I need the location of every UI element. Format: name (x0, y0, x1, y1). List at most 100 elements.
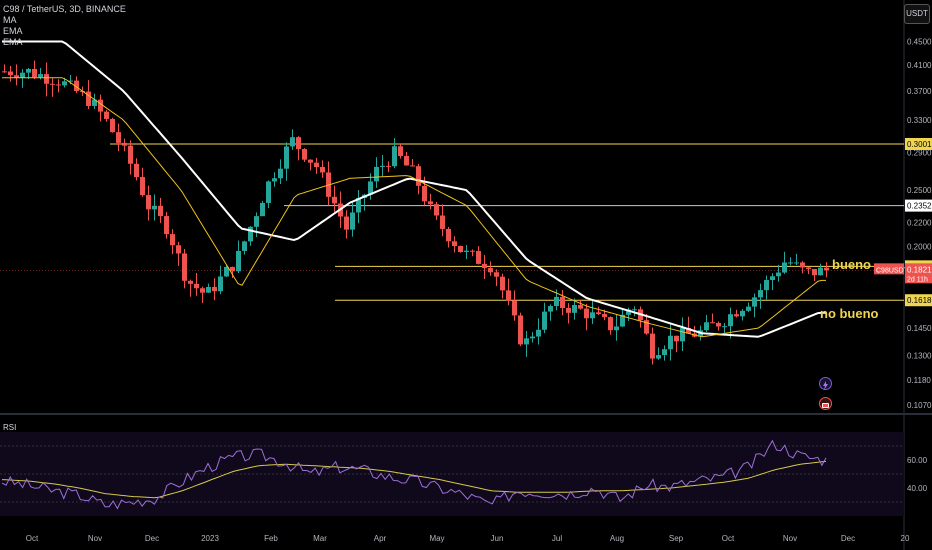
annotation-no-bueno: no bueno (820, 306, 879, 321)
candle-body (122, 142, 127, 146)
rsi-line (1, 439, 827, 510)
candle-body (650, 333, 655, 359)
x-tick-label: Aug (610, 534, 624, 543)
candle-body (44, 74, 49, 84)
candle-body (104, 111, 109, 119)
candle-body (248, 226, 253, 242)
candle-body (284, 146, 289, 169)
rsi-pane-label: RSI (3, 423, 17, 432)
candle-body (470, 250, 475, 252)
indicator-ema-1[interactable]: EMA (3, 26, 23, 36)
candle-body (674, 335, 679, 342)
candle-body (146, 195, 151, 210)
indicator-ema-2[interactable]: EMA (3, 37, 23, 47)
candle-body (128, 145, 133, 164)
candle-body (2, 71, 7, 73)
x-tick-label: Dec (145, 534, 159, 543)
candle-body (140, 177, 145, 196)
candle-body (74, 80, 79, 92)
flag-icon[interactable] (819, 397, 832, 410)
candle-body (422, 185, 427, 202)
candle-body (776, 272, 781, 277)
x-tick-label: Jul (552, 534, 562, 543)
x-tick-label: 2023 (201, 534, 219, 543)
candle-body (680, 328, 685, 342)
candle-body (716, 323, 721, 327)
x-tick-label: Oct (722, 534, 735, 543)
candle-body (116, 132, 121, 143)
x-tick-label: Mar (313, 534, 327, 543)
price-tick-label: 0.2500 (907, 186, 932, 195)
candle-body (296, 137, 301, 149)
candle-body (596, 312, 601, 315)
bar-countdown: 2d 11h (907, 276, 928, 283)
candle-body (536, 329, 541, 337)
candle-body (32, 68, 37, 78)
candle-body (704, 322, 709, 331)
candle-body (740, 310, 745, 317)
candle-body (602, 314, 607, 318)
candle-body (266, 181, 271, 203)
indicator-ma[interactable]: MA (3, 15, 17, 25)
x-tick-label: Sep (669, 534, 684, 543)
price-tick-label: 0.4500 (907, 38, 932, 47)
candle-body (68, 80, 73, 82)
candle-body (554, 296, 559, 307)
candle-body (584, 308, 589, 319)
x-tick-label: Oct (26, 534, 39, 543)
candle-body (710, 322, 715, 324)
candle-body (230, 266, 235, 272)
candle-body (350, 212, 355, 230)
candle-body (314, 162, 319, 168)
candle-body (410, 165, 415, 167)
candle-body (26, 68, 31, 73)
price-tick-label: 0.1180 (907, 376, 931, 385)
x-tick-label: 20 (901, 534, 910, 543)
candle-body (254, 216, 259, 227)
candle-body (212, 286, 217, 292)
candle-body (752, 297, 757, 307)
candle-body (110, 118, 115, 133)
candle-body (56, 84, 61, 86)
candle-body (656, 355, 661, 359)
currency-unit-button[interactable]: USDT (904, 4, 930, 24)
candle-body (524, 338, 529, 345)
x-tick-label: Jun (491, 534, 504, 543)
last-price-tag (905, 263, 932, 284)
candle-body (518, 315, 523, 345)
candle-body (770, 276, 775, 281)
candle-body (176, 245, 181, 254)
level-tag-label: 0.3001 (907, 140, 932, 149)
candle-body (722, 326, 727, 328)
price-tick-label: 0.1450 (907, 324, 932, 333)
candle-body (278, 168, 283, 179)
symbol-tag (874, 263, 904, 275)
candle-body (644, 320, 649, 334)
candle-body (620, 314, 625, 327)
candle-body (20, 72, 25, 78)
annotation-bueno: bueno (832, 257, 871, 272)
rsi-ma-line (1, 460, 827, 499)
x-tick-label: Nov (88, 534, 102, 543)
candle-body (8, 71, 13, 76)
candle-body (50, 83, 55, 85)
level-tag-label: 0.1618 (907, 296, 932, 305)
candle-body (308, 159, 313, 163)
candle-body (758, 290, 763, 298)
candle-body (812, 268, 817, 276)
x-tick-label: Apr (374, 534, 387, 543)
ema-line-yellow (2, 77, 826, 338)
lightning-icon[interactable] (819, 377, 832, 390)
candle-body (134, 163, 139, 178)
candle-body (62, 81, 67, 86)
candle-body (668, 335, 673, 350)
candle-body (506, 290, 511, 301)
candle-body (662, 349, 667, 356)
candle-body (788, 262, 793, 264)
candle-body (560, 296, 565, 308)
candle-body (458, 245, 463, 252)
candle-body (332, 196, 337, 204)
candle-body (566, 307, 571, 313)
price-tick-label: 0.3300 (907, 116, 932, 125)
